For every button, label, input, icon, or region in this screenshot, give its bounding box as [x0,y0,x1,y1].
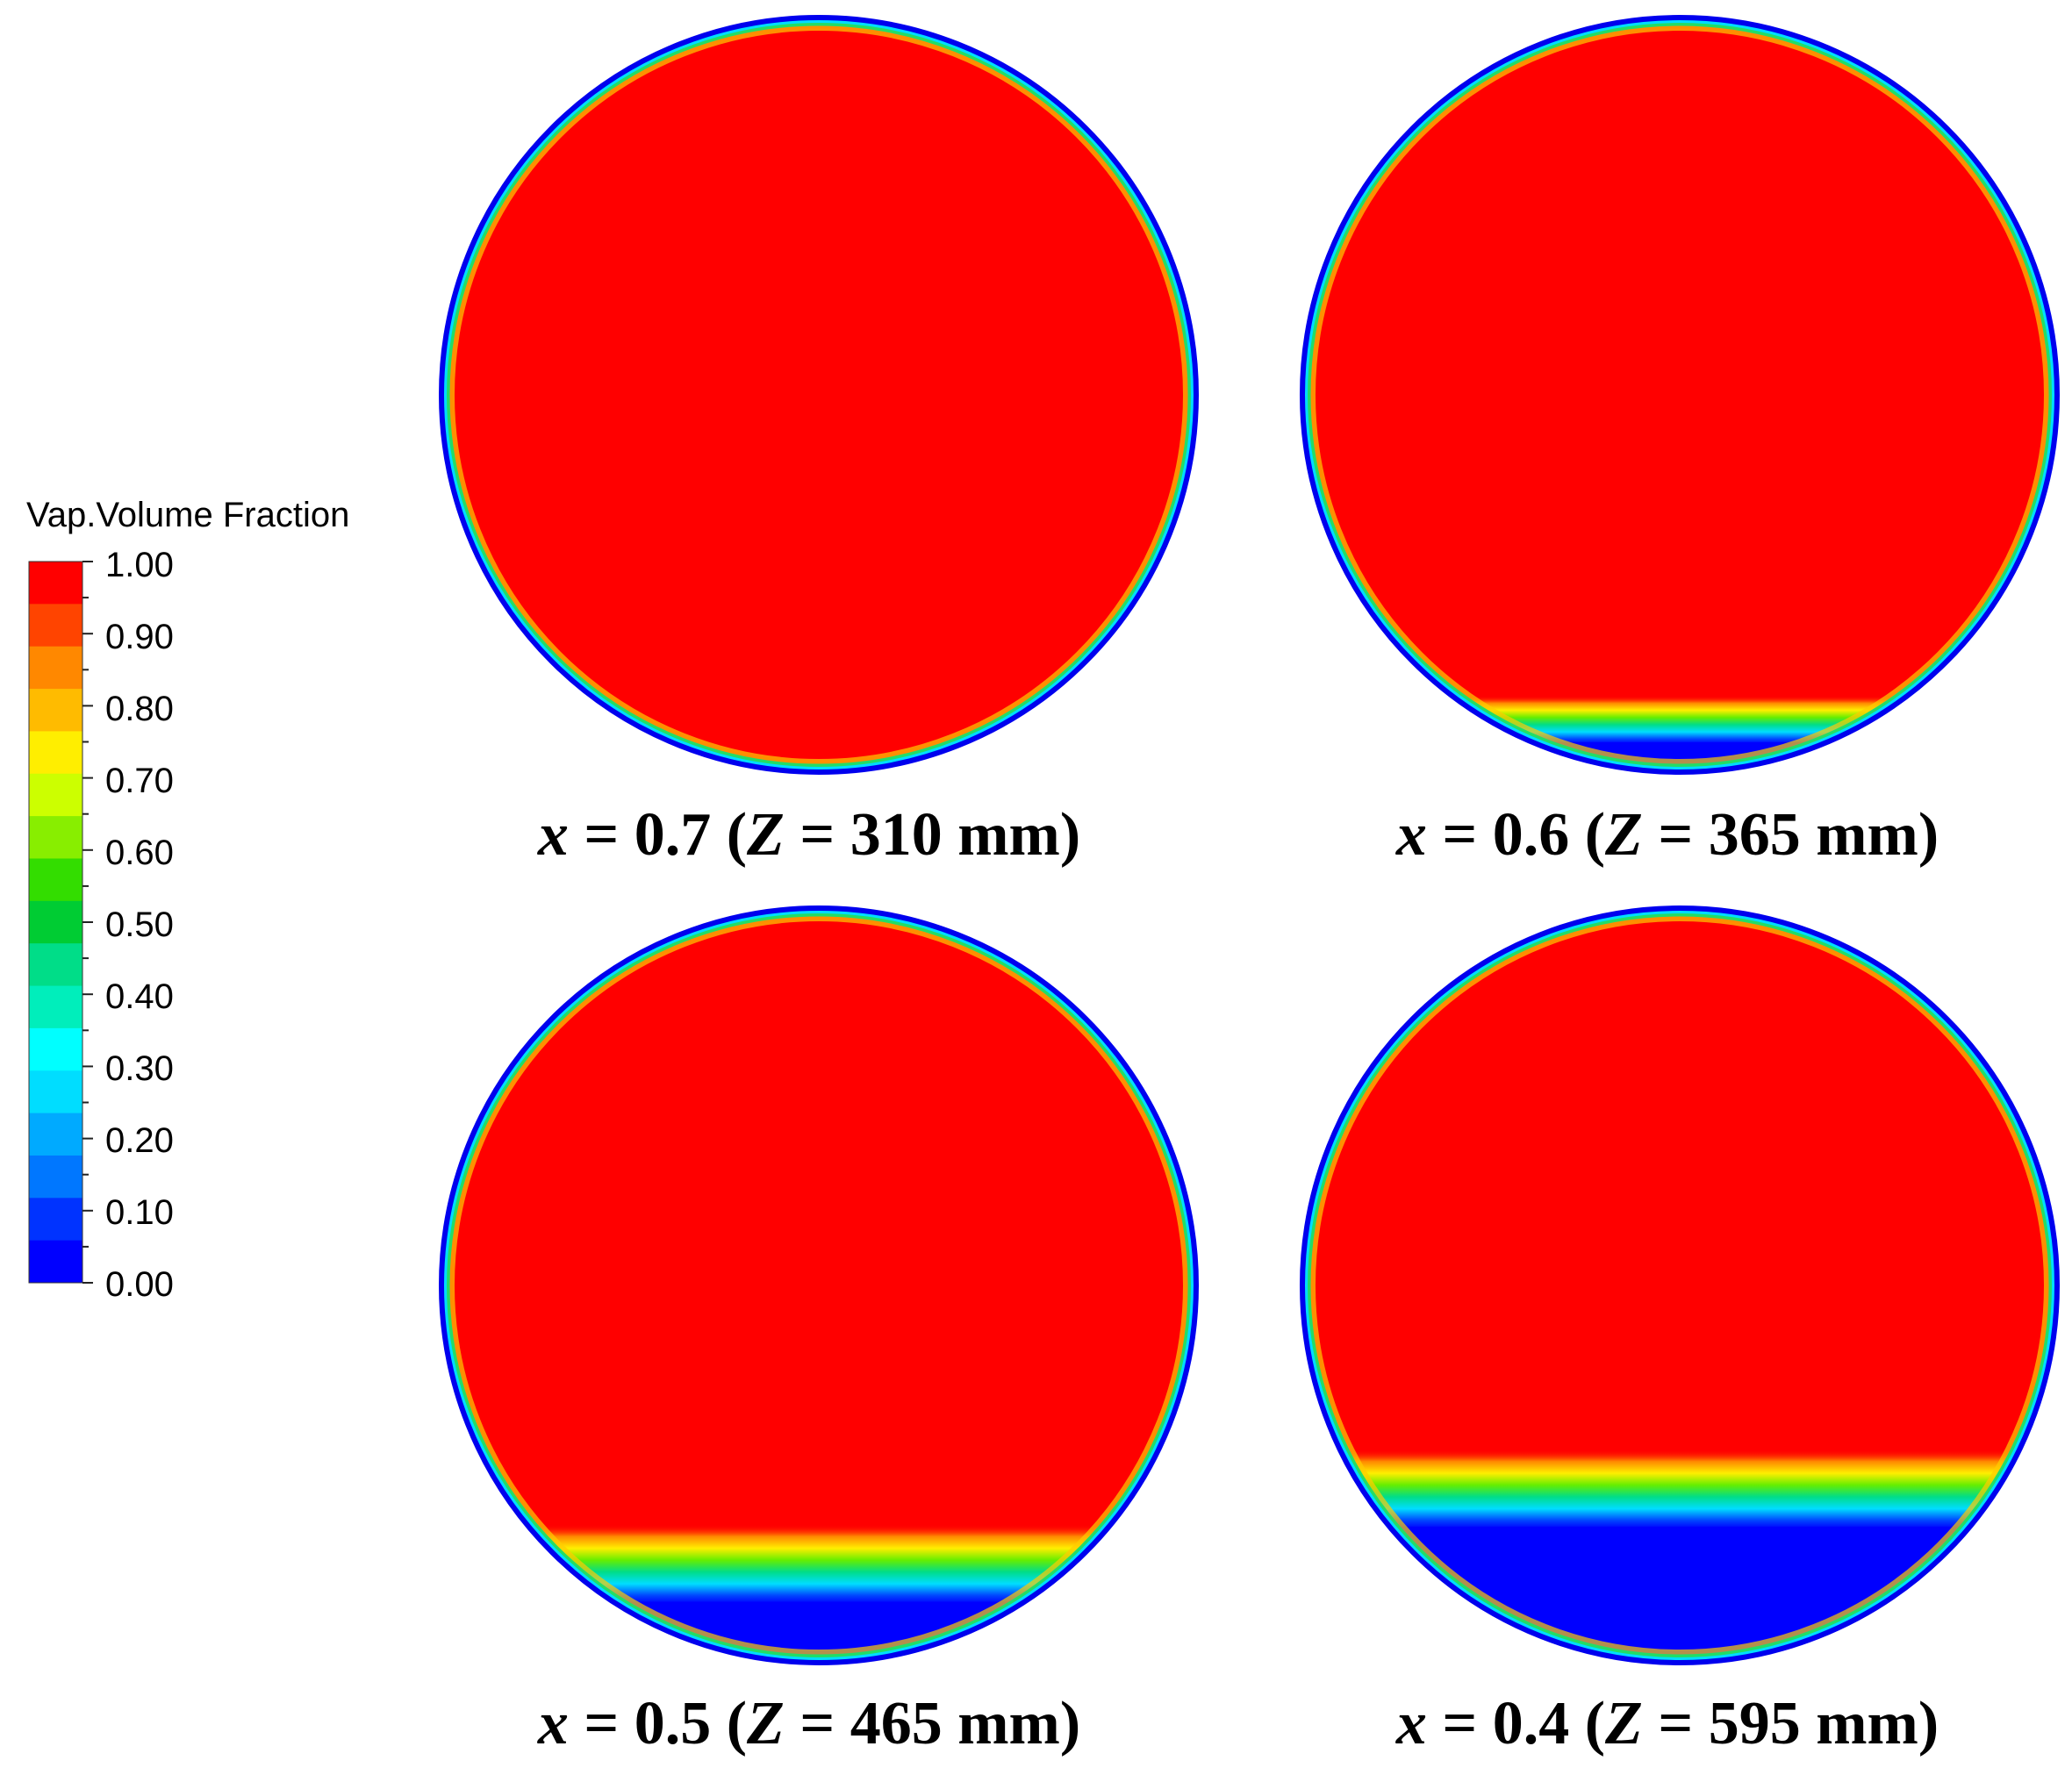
legend-tick-label: 0.20 [105,1121,174,1160]
colorbar-segment [29,985,82,1029]
wall-film-ring [449,25,1188,764]
legend-tick-label: 0.80 [105,690,174,728]
colorbar-segment [29,1240,82,1284]
wall-film-ring [445,21,1193,769]
wall-film-ring [1306,912,2054,1659]
wall-film-ring [445,912,1193,1659]
colorbar-segment [29,731,82,775]
legend-tick-label: 0.10 [105,1193,174,1232]
wall-film-ring [1306,21,2054,769]
wall-film-ring [1304,910,2055,1661]
colorbar-segment [29,816,82,859]
pipe-wall [1300,15,2060,775]
colorbar-segment [29,900,82,944]
vapor-region [443,19,1194,770]
contour-cross-section [443,19,1194,770]
legend-tick-label: 0.40 [105,977,174,1016]
legend-tick-label: 0.60 [105,834,174,872]
pipe-wall [439,15,1199,775]
colorbar-segment [29,646,82,690]
wall-film-ring [449,916,1188,1655]
legend-tick-label: 1.00 [105,546,174,584]
legend-tick-label: 0.30 [105,1049,174,1088]
panel-caption: x = 0.4 (Z = 595 mm) [1395,1690,1939,1757]
legend-tick-label: 0.90 [105,618,174,656]
colorbar-segment [29,943,82,987]
vapor-region [1304,19,2055,770]
colorbar-segment [29,562,82,605]
pipe-wall [1300,905,2060,1665]
wall-film-ring [1304,19,2055,770]
panel-caption: x = 0.7 (Z = 310 mm) [537,801,1081,869]
colorbar-segment [29,1198,82,1242]
colorbar-segment [29,1027,82,1071]
colorbar-segment [29,689,82,732]
legend-tick-label: 0.00 [105,1265,174,1304]
panel-caption: x = 0.5 (Z = 465 mm) [537,1690,1081,1757]
colorbar-segment [29,604,82,648]
interface-band [1304,1449,2055,1528]
pipe-wall [439,905,1199,1665]
legend-tick-label: 0.70 [105,762,174,800]
colorbar-segment [29,1070,82,1114]
colorbar-segment [29,858,82,902]
interface-band [1304,696,2055,744]
legend-title: Vap.Volume Fraction [26,496,350,534]
colorbar-segment [29,1155,82,1199]
panel-caption: x = 0.6 (Z = 365 mm) [1395,801,1939,869]
wall-film-ring [1310,916,2049,1655]
colorbar-segment [29,1113,82,1156]
wall-film-ring [443,19,1194,770]
legend-tick-label: 0.50 [105,905,174,944]
colorbar-segment [29,773,82,817]
contour-cross-section [443,910,1194,1661]
wall-film-ring [443,910,1194,1661]
wall-film-ring [1310,25,2049,764]
interface-band [443,1524,1194,1604]
